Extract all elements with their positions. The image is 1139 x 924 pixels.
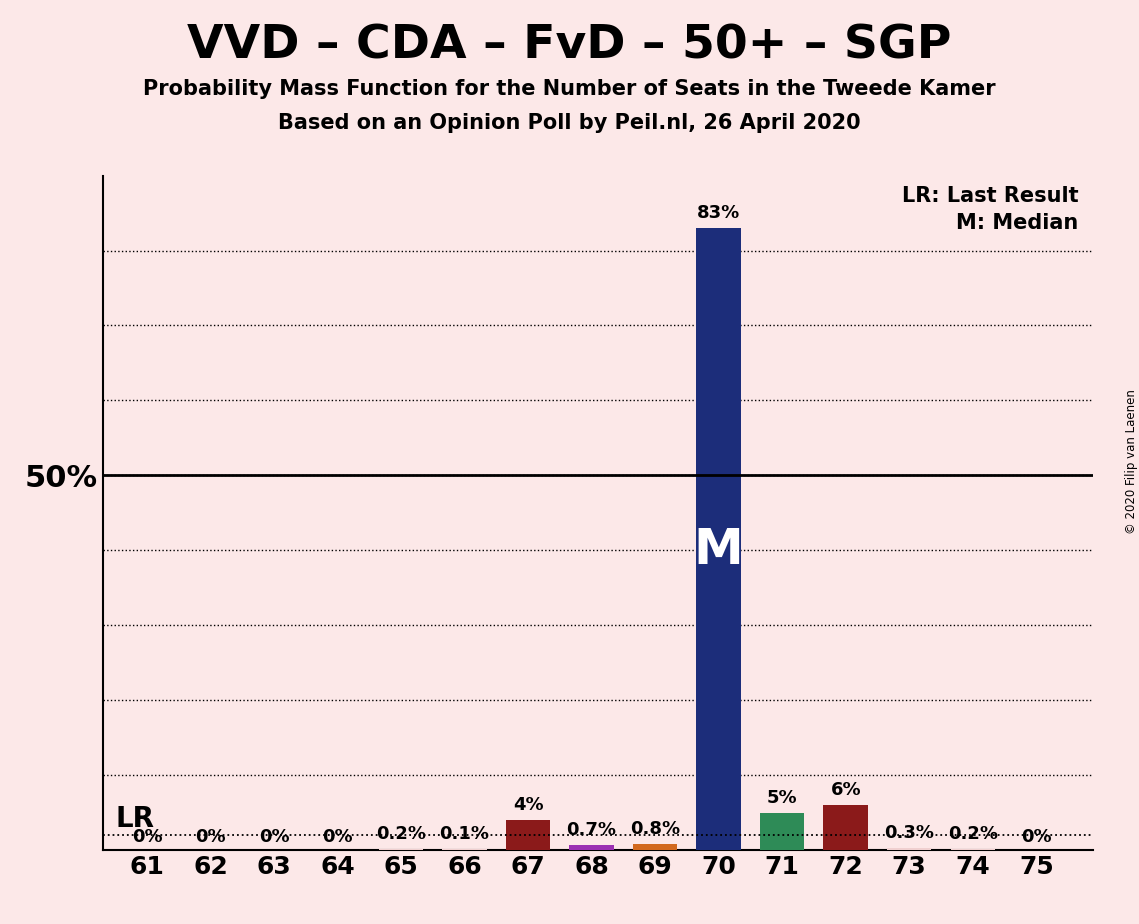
Bar bbox=[887, 848, 932, 850]
Bar bbox=[633, 845, 678, 850]
Bar bbox=[570, 845, 614, 850]
Text: Based on an Opinion Poll by Peil.nl, 26 April 2020: Based on an Opinion Poll by Peil.nl, 26 … bbox=[278, 113, 861, 133]
Text: 0.2%: 0.2% bbox=[376, 824, 426, 843]
Text: VVD – CDA – FvD – 50+ – SGP: VVD – CDA – FvD – 50+ – SGP bbox=[187, 23, 952, 68]
Text: 0%: 0% bbox=[259, 828, 289, 846]
Bar bbox=[760, 812, 804, 850]
Text: 0%: 0% bbox=[132, 828, 162, 846]
Text: M: Median: M: Median bbox=[957, 213, 1079, 233]
Text: 4%: 4% bbox=[513, 796, 543, 814]
Text: LR: LR bbox=[115, 805, 154, 833]
Text: 0%: 0% bbox=[322, 828, 353, 846]
Text: M: M bbox=[694, 527, 744, 575]
Bar bbox=[951, 848, 995, 850]
Text: 0.1%: 0.1% bbox=[440, 825, 490, 844]
Text: 0.2%: 0.2% bbox=[948, 824, 998, 843]
Bar bbox=[379, 848, 424, 850]
Text: 6%: 6% bbox=[830, 781, 861, 799]
Text: 0.7%: 0.7% bbox=[566, 821, 616, 839]
Text: 0.3%: 0.3% bbox=[884, 824, 934, 842]
Text: Probability Mass Function for the Number of Seats in the Tweede Kamer: Probability Mass Function for the Number… bbox=[144, 79, 995, 99]
Bar bbox=[823, 805, 868, 850]
Text: 0.8%: 0.8% bbox=[630, 821, 680, 838]
Text: 0%: 0% bbox=[1021, 828, 1051, 846]
Text: 0%: 0% bbox=[195, 828, 226, 846]
Bar bbox=[506, 821, 550, 850]
Bar bbox=[696, 228, 740, 850]
Text: LR: Last Result: LR: Last Result bbox=[902, 186, 1079, 206]
Text: 83%: 83% bbox=[697, 204, 740, 222]
Text: © 2020 Filip van Laenen: © 2020 Filip van Laenen bbox=[1124, 390, 1138, 534]
Text: 5%: 5% bbox=[767, 788, 797, 807]
